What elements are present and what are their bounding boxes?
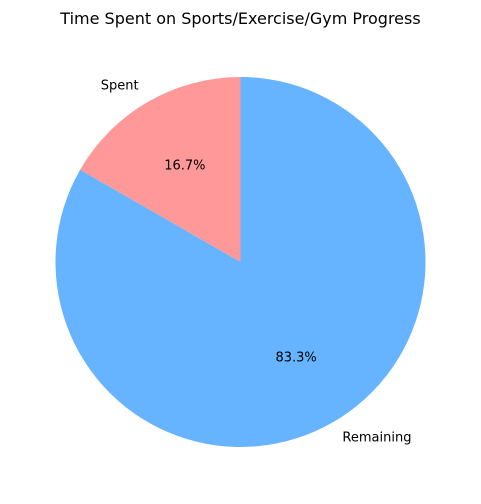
percent-label-remaining: 83.3% (275, 351, 316, 366)
pie-slices (55, 77, 426, 447)
pie-slice-remaining (55, 77, 426, 447)
percent-label-spent: 16.7% (164, 158, 205, 173)
pie-slice-spent (80, 77, 241, 262)
slice-label-spent: Spent (101, 78, 139, 93)
pie-labels: Spent 16.7% Remaining 83.3% (101, 78, 412, 445)
slice-label-remaining: Remaining (342, 431, 411, 446)
chart-title: Time Spent on Sports/Exercise/Gym Progre… (59, 9, 420, 28)
